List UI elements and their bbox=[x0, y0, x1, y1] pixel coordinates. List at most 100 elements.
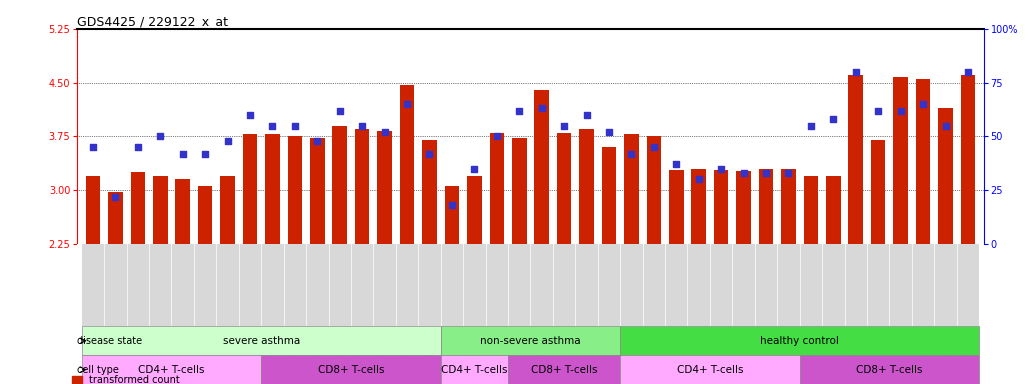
Bar bbox=[81, 326, 441, 355]
Bar bbox=[220, 176, 235, 244]
Bar bbox=[441, 326, 620, 355]
Point bbox=[915, 101, 931, 107]
Text: healthy control: healthy control bbox=[760, 336, 839, 346]
Point bbox=[399, 101, 415, 107]
Bar bbox=[265, 134, 280, 244]
Bar bbox=[81, 244, 104, 326]
Bar bbox=[127, 244, 149, 326]
Point bbox=[623, 151, 640, 157]
Point bbox=[421, 151, 438, 157]
Bar bbox=[624, 134, 639, 244]
Point bbox=[600, 129, 617, 135]
Bar bbox=[530, 244, 553, 326]
Bar bbox=[485, 244, 508, 326]
Point bbox=[534, 105, 550, 111]
Bar bbox=[535, 90, 549, 244]
Bar bbox=[822, 244, 845, 326]
Point bbox=[870, 108, 887, 114]
Text: CD8+ T-cells: CD8+ T-cells bbox=[317, 364, 384, 375]
Point bbox=[578, 112, 594, 118]
Point bbox=[286, 122, 303, 129]
Bar bbox=[934, 244, 957, 326]
Bar bbox=[262, 355, 441, 384]
Bar bbox=[329, 244, 351, 326]
Bar bbox=[464, 244, 485, 326]
Bar bbox=[799, 355, 980, 384]
Bar bbox=[81, 355, 262, 384]
Bar bbox=[849, 75, 863, 244]
Point bbox=[690, 176, 707, 182]
Text: CD8+ T-cells: CD8+ T-cells bbox=[530, 364, 597, 375]
Bar bbox=[961, 75, 975, 244]
Bar bbox=[803, 176, 818, 244]
Text: CD4+ T-cells: CD4+ T-cells bbox=[138, 364, 205, 375]
Bar bbox=[576, 244, 597, 326]
Bar bbox=[799, 244, 822, 326]
Bar bbox=[489, 133, 504, 244]
Text: CD8+ T-cells: CD8+ T-cells bbox=[856, 364, 923, 375]
Point bbox=[130, 144, 146, 150]
Bar bbox=[310, 139, 324, 244]
Bar bbox=[871, 140, 886, 244]
Bar bbox=[691, 169, 706, 244]
Point bbox=[84, 144, 101, 150]
Text: severe asthma: severe asthma bbox=[222, 336, 300, 346]
Point bbox=[219, 137, 236, 144]
Bar bbox=[171, 244, 194, 326]
Bar bbox=[306, 244, 329, 326]
Point bbox=[937, 122, 954, 129]
Bar bbox=[131, 172, 145, 244]
Bar bbox=[890, 244, 912, 326]
Bar bbox=[714, 170, 728, 244]
Bar bbox=[732, 244, 755, 326]
Bar bbox=[333, 126, 347, 244]
Point bbox=[467, 166, 483, 172]
Point bbox=[309, 137, 325, 144]
Bar bbox=[893, 77, 907, 244]
Point bbox=[668, 161, 685, 167]
Bar bbox=[149, 244, 171, 326]
Text: GDS4425 / 229122_x_at: GDS4425 / 229122_x_at bbox=[77, 15, 229, 28]
Point bbox=[354, 122, 371, 129]
Bar bbox=[377, 131, 391, 244]
Point bbox=[848, 69, 864, 75]
Bar bbox=[845, 244, 867, 326]
Bar bbox=[736, 171, 751, 244]
Point bbox=[713, 166, 729, 172]
Point bbox=[758, 170, 775, 176]
Bar bbox=[287, 136, 302, 244]
Bar bbox=[759, 169, 774, 244]
Bar bbox=[153, 176, 168, 244]
Bar bbox=[957, 244, 980, 326]
Point bbox=[332, 108, 348, 114]
Bar bbox=[620, 326, 980, 355]
Bar bbox=[355, 129, 370, 244]
Text: CD4+ T-cells: CD4+ T-cells bbox=[677, 364, 744, 375]
Bar bbox=[467, 176, 482, 244]
Bar bbox=[867, 244, 890, 326]
Point bbox=[511, 108, 527, 114]
Bar bbox=[374, 244, 396, 326]
Point bbox=[265, 122, 281, 129]
Bar bbox=[262, 244, 283, 326]
Bar bbox=[938, 108, 953, 244]
Bar bbox=[647, 136, 661, 244]
Point bbox=[174, 151, 191, 157]
Point bbox=[242, 112, 259, 118]
Text: cell type: cell type bbox=[77, 364, 119, 375]
Bar bbox=[243, 134, 258, 244]
Bar bbox=[512, 139, 526, 244]
Point bbox=[197, 151, 213, 157]
Bar bbox=[826, 176, 840, 244]
Bar bbox=[579, 129, 594, 244]
Bar bbox=[553, 244, 576, 326]
Text: non-severe asthma: non-severe asthma bbox=[480, 336, 581, 346]
Point bbox=[892, 108, 908, 114]
Bar bbox=[781, 169, 796, 244]
Bar bbox=[602, 147, 616, 244]
Bar bbox=[755, 244, 778, 326]
Bar bbox=[239, 244, 262, 326]
Point bbox=[376, 129, 392, 135]
Bar bbox=[85, 176, 100, 244]
Bar bbox=[508, 244, 530, 326]
